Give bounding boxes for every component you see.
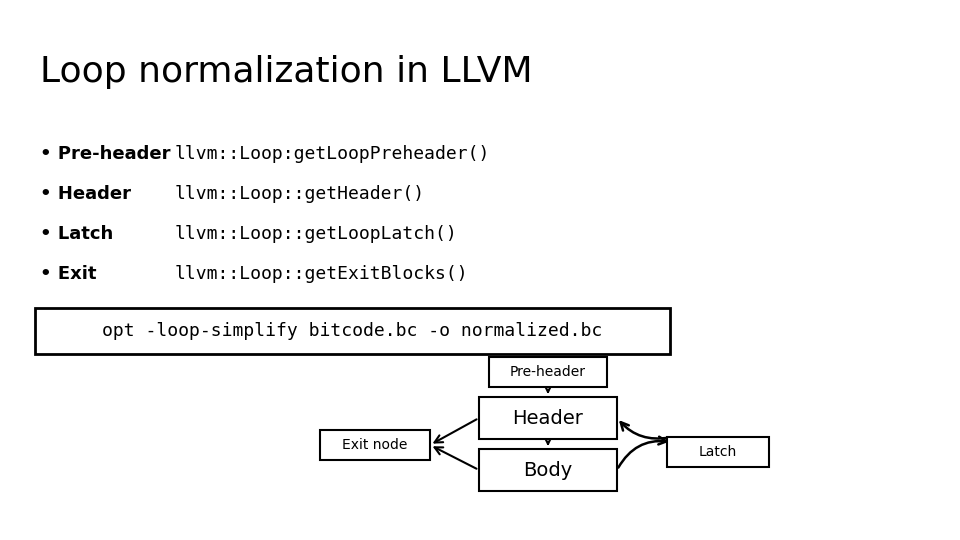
Text: llvm::Loop::getLoopLatch(): llvm::Loop::getLoopLatch() (175, 225, 458, 243)
FancyBboxPatch shape (667, 437, 769, 467)
FancyBboxPatch shape (479, 397, 617, 439)
Text: • Header: • Header (40, 185, 131, 203)
FancyBboxPatch shape (35, 308, 670, 354)
Text: opt -loop-simplify bitcode.bc -o normalized.bc: opt -loop-simplify bitcode.bc -o normali… (103, 322, 603, 340)
FancyBboxPatch shape (489, 357, 607, 387)
FancyBboxPatch shape (320, 430, 430, 460)
Text: llvm::Loop:getLoopPreheader(): llvm::Loop:getLoopPreheader() (175, 145, 491, 163)
Text: Latch: Latch (699, 445, 737, 459)
Text: llvm::Loop::getExitBlocks(): llvm::Loop::getExitBlocks() (175, 265, 468, 283)
Text: • Exit: • Exit (40, 265, 97, 283)
FancyBboxPatch shape (479, 449, 617, 491)
Text: Body: Body (523, 461, 572, 480)
Text: Loop normalization in LLVM: Loop normalization in LLVM (40, 55, 533, 89)
Text: Header: Header (513, 408, 584, 428)
Text: Exit node: Exit node (343, 438, 408, 452)
Text: • Pre-header: • Pre-header (40, 145, 171, 163)
Text: • Latch: • Latch (40, 225, 113, 243)
Text: llvm::Loop::getHeader(): llvm::Loop::getHeader() (175, 185, 425, 203)
Text: Pre-header: Pre-header (510, 365, 586, 379)
